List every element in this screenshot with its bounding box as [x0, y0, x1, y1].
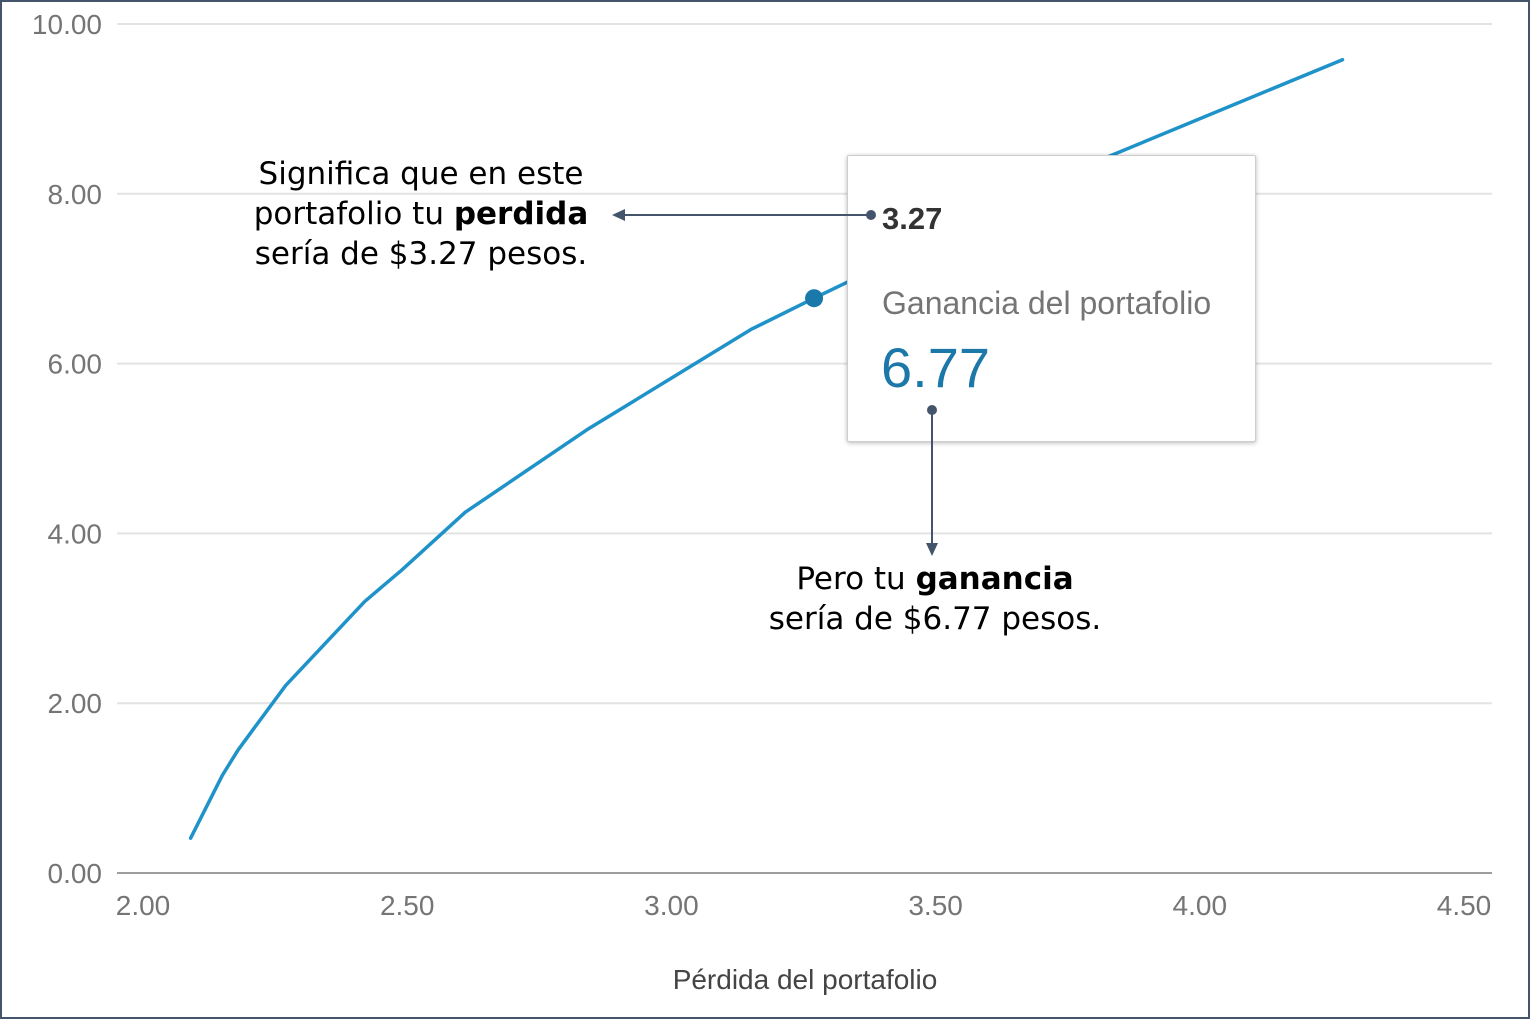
- x-tick-label: 4.50: [1437, 890, 1492, 921]
- gain-annotation: Pero tu ganancia sería de $6.77 pesos.: [735, 559, 1135, 639]
- x-tick-label: 2.00: [116, 890, 171, 921]
- gridlines: [117, 23, 1492, 705]
- gain-annotation-keyword: ganancia: [915, 561, 1074, 597]
- gain-annotation-line-1-text: Pero tu: [796, 561, 906, 597]
- x-tick-label: 3.50: [908, 890, 963, 921]
- x-axis-title: Pérdida del portafolio: [673, 964, 938, 995]
- loss-annotation-line-3: sería de $3.27 pesos.: [254, 236, 588, 272]
- y-tick-label: 2.00: [48, 688, 103, 719]
- x-tick-label: 2.50: [380, 890, 435, 921]
- loss-annotation-line-2-text: portafolio tu: [253, 196, 444, 232]
- chart-tooltip: 3.27 Ganancia del portafolio 6.77: [847, 155, 1256, 442]
- x-axis-tick-labels: 2.00 2.50 3.00 3.50 4.00 4.50: [116, 890, 1492, 921]
- gain-annotation-line-2: sería de $6.77 pesos.: [768, 601, 1102, 637]
- highlighted-data-point[interactable]: [805, 289, 824, 308]
- y-tick-label: 8.00: [48, 179, 103, 210]
- x-tick-label: 4.00: [1173, 890, 1228, 921]
- loss-annotation-keyword: perdida: [453, 196, 589, 232]
- loss-annotation: Significa que en este portafolio tu perd…: [226, 154, 616, 274]
- tooltip-x-value: 3.27: [882, 201, 943, 236]
- y-tick-label: 0.00: [48, 858, 103, 889]
- tooltip-series-label: Ganancia del portafolio: [882, 285, 1212, 321]
- y-axis-tick-labels: 0.00 2.00 4.00 6.00 8.00 10.00: [32, 9, 102, 889]
- y-tick-label: 6.00: [48, 349, 103, 380]
- x-tick-label: 3.00: [644, 890, 699, 921]
- loss-annotation-line-2: portafolio tu perdida: [226, 194, 616, 234]
- tooltip-y-value: 6.77: [881, 336, 990, 399]
- y-tick-label: 10.00: [32, 9, 102, 40]
- y-tick-label: 4.00: [48, 518, 103, 549]
- loss-annotation-line-1: Significa que en este: [258, 156, 584, 192]
- gain-annotation-line-1: Pero tu ganancia: [735, 559, 1135, 599]
